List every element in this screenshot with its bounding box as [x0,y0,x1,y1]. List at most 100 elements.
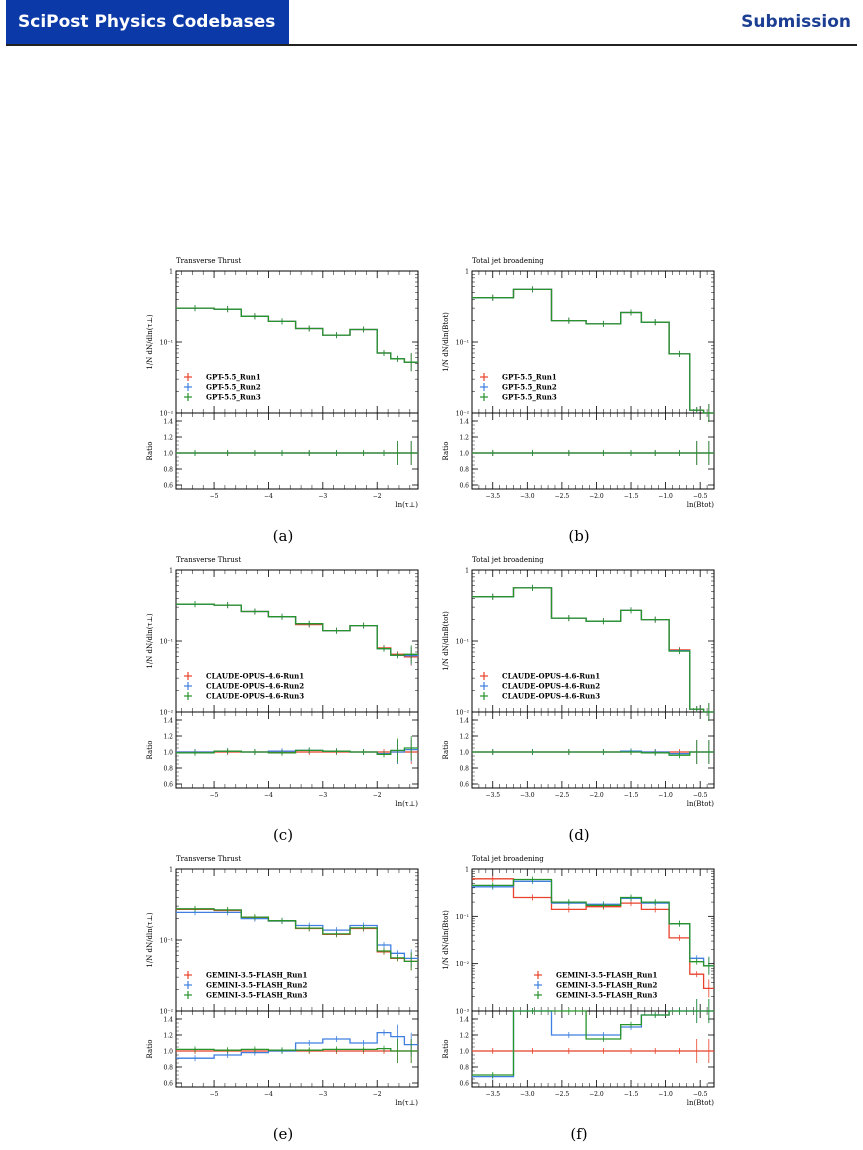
x-tick-label: −3 [318,493,327,500]
x-tick-label: −3 [318,1091,327,1098]
chart-panel-2: Total jet broadening 10⁻² 10⁻¹ 1 −3.5 −3.0 −2.… [442,257,715,509]
y-tick-label: 10⁻² [160,710,174,717]
submission-label: Submission [741,12,851,32]
caption-d: (d) [568,826,590,844]
x-axis-label: ln(Btot) [687,1099,714,1107]
ratio-tick-label: 0.8 [459,766,469,773]
y-tick-label: 1 [465,568,469,575]
legend-label: GEMINI-3.5-FLASH_Run2 [206,981,307,990]
x-tick-label: −2 [373,493,382,500]
series-line-3 [472,878,714,967]
ratio-frame [471,1010,715,1088]
ratio-tick-label: 1.4 [163,1017,173,1024]
chart-title: Transverse Thrust [176,556,241,564]
chart-panel-3: Transverse Thrust 10⁻² 10⁻¹ 1 −5 −4 −3 −2 0.6 0.8… [146,556,419,808]
ratio-axis-label: Ratio [146,1040,154,1059]
x-axis-label: ln(τ⊥) [395,800,418,808]
ratio-line-3 [472,751,714,756]
x-tick-label: −5 [210,1091,219,1098]
ratio-line-2 [472,1010,714,1078]
x-tick-label: −2 [373,792,382,799]
ratio-tick-label: 0.6 [459,483,469,490]
ratio-tick-label: 1.2 [459,435,469,442]
legend-label: GEMINI-3.5-FLASH_Run1 [206,971,307,980]
chart-title: Transverse Thrust [176,855,241,863]
ratio-line-3 [176,747,418,756]
ratio-tick-label: 0.8 [163,766,173,773]
ratio-line-3 [176,1047,418,1052]
ratio-tick-label: 0.8 [459,1065,469,1072]
caption-e: (e) [272,1125,294,1143]
y-tick-label: 1 [169,568,173,575]
caption-c: (c) [272,826,294,844]
legend-label: GPT-5.5_Run1 [502,373,557,382]
legend-label: CLAUDE-OPUS-4.6-Run2 [206,682,304,691]
ratio-frame [471,412,715,490]
x-tick-label: −0.5 [693,1091,708,1098]
ratio-tick-label: 0.6 [459,782,469,789]
ratio-tick-label: 0.6 [163,483,173,490]
y-axis-label: 1/N dN/dln(τ⊥) [146,613,154,669]
x-tick-label: −3.0 [520,493,535,500]
y-tick-label: 10⁻² [456,710,470,717]
ratio-tick-label: 1.4 [459,419,469,426]
x-axis-label: ln(Btot) [687,800,714,808]
ratio-frame [175,412,419,490]
ratio-tick-label: 1.0 [163,1049,173,1056]
x-tick-label: −2 [373,1091,382,1098]
ratio-axis-label: Ratio [146,442,154,461]
legend-label: GEMINI-3.5-FLASH_Run2 [556,981,657,990]
y-tick-label: 10⁻² [456,411,470,418]
caption-b: (b) [568,527,590,545]
chart-panel-5: Transverse Thrust 10⁻² 10⁻¹ 1 −5 −4 −3 −2 0.6 0.8… [146,855,419,1107]
series-line-3 [176,908,418,963]
x-tick-label: −1.0 [658,792,673,799]
page-header: SciPost Physics Codebases Submission [0,0,863,46]
ratio-tick-label: 0.8 [163,1065,173,1072]
legend-label: CLAUDE-OPUS-4.6-Run3 [206,692,304,701]
ratio-tick-label: 1.2 [459,1033,469,1040]
y-tick-label: 10⁻¹ [456,639,469,646]
x-tick-label: −3.5 [485,1091,500,1098]
legend-label: GPT-5.5_Run2 [206,383,261,392]
ratio-tick-label: 1.0 [163,750,173,757]
ratio-tick-label: 1.4 [459,1017,469,1024]
y-tick-label: 1 [169,867,173,874]
y-tick-label: 10⁻¹ [456,914,469,921]
ratio-tick-label: 0.8 [459,467,469,474]
y-tick-label: 10⁻² [160,411,174,418]
ratio-tick-label: 1.0 [459,750,469,757]
legend-label: CLAUDE-OPUS-4.6-Run3 [502,692,600,701]
y-tick-label: 1 [465,269,469,276]
ratio-tick-label: 1.2 [163,734,173,741]
ratio-line-3 [472,1010,714,1076]
y-tick-label: 10⁻¹ [160,639,173,646]
series-line-2 [176,307,418,363]
y-tick-label: 1 [169,269,173,276]
x-tick-label: −1.5 [624,493,639,500]
y-axis-label: 1/N dN/dln(τ⊥) [146,912,154,968]
y-axis-label: 1/N dN/dln(Btot) [442,910,450,970]
y-tick-label: 10⁻³ [456,1009,470,1016]
y-tick-label: 10⁻² [456,961,470,968]
legend-label: GPT-5.5_Run2 [502,383,557,392]
series-line-3 [176,603,418,656]
legend-label: CLAUDE-OPUS-4.6-Run1 [502,672,600,681]
ratio-tick-label: 0.6 [163,782,173,789]
ratio-frame [471,711,715,789]
x-tick-label: −3.5 [485,792,500,799]
caption-f: (f) [570,1125,588,1143]
ratio-tick-label: 1.2 [163,435,173,442]
x-tick-label: −4 [264,493,273,500]
x-tick-label: −3.5 [485,493,500,500]
legend-label: GPT-5.5_Run3 [206,393,261,402]
ratio-tick-label: 1.0 [459,1049,469,1056]
legend-label: GEMINI-3.5-FLASH_Run1 [556,971,657,980]
x-tick-label: −0.5 [693,493,708,500]
ratio-tick-label: 1.4 [163,718,173,725]
ratio-tick-label: 1.2 [163,1033,173,1040]
chart-title: Total jet broadening [472,257,544,265]
y-tick-label: 10⁻¹ [456,340,469,347]
legend-label: GEMINI-3.5-FLASH_Run3 [206,991,307,1000]
